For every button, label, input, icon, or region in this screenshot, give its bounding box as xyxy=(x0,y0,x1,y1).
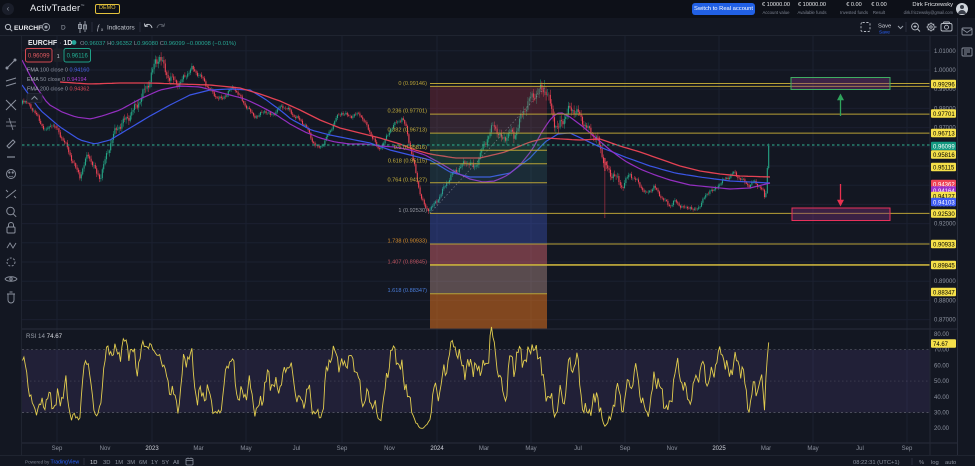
svg-text:Jul: Jul xyxy=(856,446,864,452)
svg-text:2024: 2024 xyxy=(430,446,444,452)
svg-text:0.99296: 0.99296 xyxy=(933,82,955,88)
svg-text:0.99000: 0.99000 xyxy=(934,87,956,93)
svg-text:EURCHF: EURCHF xyxy=(14,25,42,32)
svg-text:Powered by TradingView: Powered by TradingView xyxy=(25,460,79,466)
svg-text:1.00000: 1.00000 xyxy=(934,68,956,74)
svg-text:0.88347: 0.88347 xyxy=(933,290,955,296)
svg-text:0.97000: 0.97000 xyxy=(934,126,956,132)
svg-text:74.67: 74.67 xyxy=(933,342,949,348)
svg-text:%: % xyxy=(919,460,924,466)
svg-text:Save: Save xyxy=(878,24,891,30)
svg-text:FMA 100 close 0 0.94160: FMA 100 close 0 0.94160 xyxy=(27,68,89,74)
svg-text:2025: 2025 xyxy=(712,446,726,452)
svg-text:Save: Save xyxy=(879,30,890,36)
svg-text:0 (0.99146): 0 (0.99146) xyxy=(398,81,427,87)
svg-text:FMA 200 close 0 0.94362: FMA 200 close 0 0.94362 xyxy=(27,87,89,93)
svg-text:log: log xyxy=(931,460,939,466)
svg-text:1.618 (0.88347): 1.618 (0.88347) xyxy=(388,288,428,294)
svg-text:0.94127: 0.94127 xyxy=(933,194,955,200)
svg-text:0.236 (0.97701): 0.236 (0.97701) xyxy=(388,109,428,115)
svg-text:0.94362: 0.94362 xyxy=(933,182,955,188)
svg-text:0.90933: 0.90933 xyxy=(933,242,955,248)
svg-text:EURCHF · 1D: EURCHF · 1D xyxy=(28,40,72,47)
svg-text:1M: 1M xyxy=(115,460,123,466)
svg-text:6M: 6M xyxy=(139,460,147,466)
svg-text:0.89000: 0.89000 xyxy=(934,279,956,285)
svg-text:1.407 (0.89845): 1.407 (0.89845) xyxy=(388,259,428,265)
svg-text:0.764 (0.94127): 0.764 (0.94127) xyxy=(388,177,428,183)
svg-text:0.95816: 0.95816 xyxy=(933,153,955,159)
svg-text:0.5 (0.95816): 0.5 (0.95816) xyxy=(394,145,427,151)
svg-text:All: All xyxy=(173,460,179,466)
svg-text:1 (0.92530): 1 (0.92530) xyxy=(398,208,427,214)
svg-text:May: May xyxy=(240,446,251,452)
svg-text:Mar: Mar xyxy=(193,446,203,452)
svg-text:2023: 2023 xyxy=(145,446,159,452)
svg-text:1.01000: 1.01000 xyxy=(934,49,956,55)
svg-text:0.96116: 0.96116 xyxy=(67,54,89,60)
svg-text:1: 1 xyxy=(57,54,60,60)
svg-text:5Y: 5Y xyxy=(162,460,169,466)
svg-text:Jul: Jul xyxy=(293,446,301,452)
svg-text:0.96099: 0.96099 xyxy=(28,54,50,60)
svg-text:Mar: Mar xyxy=(479,446,489,452)
svg-text:EMA 50 close 0 0.94194: EMA 50 close 0 0.94194 xyxy=(27,77,87,83)
svg-text:1.738 (0.90933): 1.738 (0.90933) xyxy=(388,239,428,245)
svg-text:Sep: Sep xyxy=(902,446,913,452)
svg-text:auto: auto xyxy=(945,460,956,466)
svg-text:0.97701: 0.97701 xyxy=(933,112,955,118)
svg-text:0.92530: 0.92530 xyxy=(933,212,955,218)
svg-text:1D: 1D xyxy=(90,460,97,466)
svg-text:0.382 (0.96713): 0.382 (0.96713) xyxy=(388,128,428,134)
svg-text:0.96713: 0.96713 xyxy=(933,131,955,137)
svg-text:Mar: Mar xyxy=(761,446,771,452)
svg-text:0.87000: 0.87000 xyxy=(934,318,956,324)
svg-text:0.92000: 0.92000 xyxy=(934,222,956,228)
svg-text:3D: 3D xyxy=(103,460,110,466)
svg-text:May: May xyxy=(525,446,536,452)
svg-text:80.00: 80.00 xyxy=(934,332,950,338)
svg-text:08:22:31 (UTC+1): 08:22:31 (UTC+1) xyxy=(853,460,900,466)
svg-text:50.00: 50.00 xyxy=(934,379,950,385)
svg-text:20.00: 20.00 xyxy=(934,426,950,432)
svg-text:0.94103: 0.94103 xyxy=(933,200,955,206)
svg-text:40.00: 40.00 xyxy=(934,395,950,401)
svg-text:3M: 3M xyxy=(127,460,135,466)
svg-text:Nov: Nov xyxy=(384,446,395,452)
svg-text:0.89845: 0.89845 xyxy=(933,263,955,269)
svg-text:Sep: Sep xyxy=(620,446,631,452)
svg-text:0.95115: 0.95115 xyxy=(933,165,955,171)
svg-text:Indicators: Indicators xyxy=(107,25,135,32)
svg-text:60.00: 60.00 xyxy=(934,363,950,369)
svg-text:f: f xyxy=(97,23,100,32)
svg-text:1Y: 1Y xyxy=(151,460,158,466)
svg-text:D: D xyxy=(61,25,66,32)
svg-text:RSI 14 74.67: RSI 14 74.67 xyxy=(26,333,63,340)
svg-text:70.00: 70.00 xyxy=(934,348,950,354)
svg-text:May: May xyxy=(807,446,818,452)
svg-text:0.96099: 0.96099 xyxy=(933,144,955,150)
svg-text:Nov: Nov xyxy=(667,446,678,452)
svg-text:Jul: Jul xyxy=(574,446,582,452)
svg-text:Nov: Nov xyxy=(100,446,111,452)
svg-text:x: x xyxy=(101,27,104,32)
svg-text:Sep: Sep xyxy=(52,446,63,452)
svg-text:0.618 (0.95115): 0.618 (0.95115) xyxy=(388,158,427,164)
svg-text:Sep: Sep xyxy=(337,446,348,452)
svg-text:30.00: 30.00 xyxy=(934,411,950,417)
svg-text:O0.96037 H0.96352 L0.96080 C0.: O0.96037 H0.96352 L0.96080 C0.96099 −0.0… xyxy=(80,41,236,47)
svg-text:0.88000: 0.88000 xyxy=(934,298,956,304)
